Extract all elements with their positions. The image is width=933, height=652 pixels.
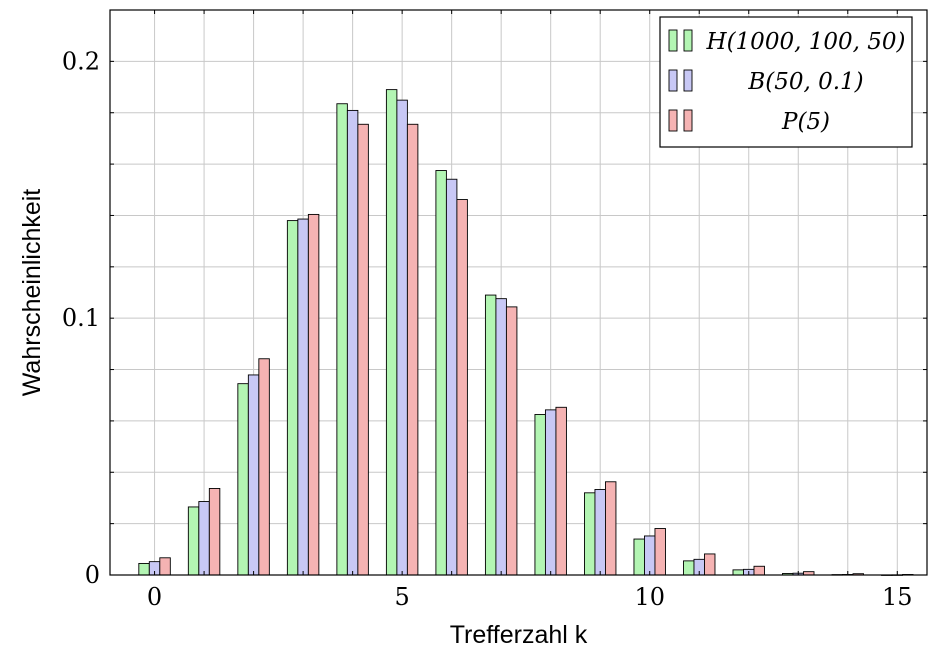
bar [534,414,546,576]
bar [336,103,348,576]
bar [644,535,656,576]
legend: H(1000, 100, 50) B(50, 0.1) P(5) [659,16,913,148]
x-tick-label: 5 [394,583,409,611]
bar [357,123,369,576]
bar [346,109,359,576]
bar [484,294,497,576]
plot-frame [109,9,928,576]
tick-labels: 0 5 10 15 0 0.1 0.2 [62,47,913,611]
bar [198,501,210,576]
bar [385,89,398,576]
legend-label: P(5) [781,109,830,135]
bar [159,557,171,576]
x-tick-label: 0 [147,583,162,611]
legend-label: H(1000, 100, 50) [706,29,906,55]
legend-swatch [668,69,678,92]
y-tick-label: 0.1 [62,304,100,332]
bar [732,569,744,576]
bar [544,409,557,576]
bar [753,565,765,576]
legend-swatch [683,69,693,92]
bar [704,553,716,576]
bar [138,562,150,576]
bar [683,560,695,576]
bar [307,213,320,576]
legend-swatch [683,29,693,52]
bar [187,506,200,576]
legend-swatch [668,109,678,132]
bar [406,123,419,576]
x-tick-label: 10 [634,583,665,611]
legend-box [659,16,913,148]
legend-swatch [683,109,693,132]
bar [286,220,299,576]
bar [208,488,221,576]
bar [445,178,458,576]
y-tick-label: 0.2 [62,47,100,75]
x-tick-label: 15 [882,583,913,611]
bar [237,383,249,576]
bar [247,374,260,576]
bar [594,489,606,576]
bar [505,306,518,576]
bar [495,298,507,576]
y-tick-label: 0 [85,561,100,589]
legend-label: B(50, 0.1) [747,69,863,95]
bar [555,406,567,576]
x-axis-label: Trefferzahl k [450,621,588,649]
bar [633,538,645,576]
bar [456,199,468,576]
ticks [110,10,927,576]
bar [297,218,309,576]
bar [584,492,596,576]
bar [605,481,617,576]
bar [435,170,447,576]
bar [258,358,270,576]
legend-swatch [668,29,678,52]
bar [396,99,408,576]
bar [654,528,666,576]
bars [138,89,914,576]
y-axis-label: Wahrscheinlichkeit [18,189,46,397]
